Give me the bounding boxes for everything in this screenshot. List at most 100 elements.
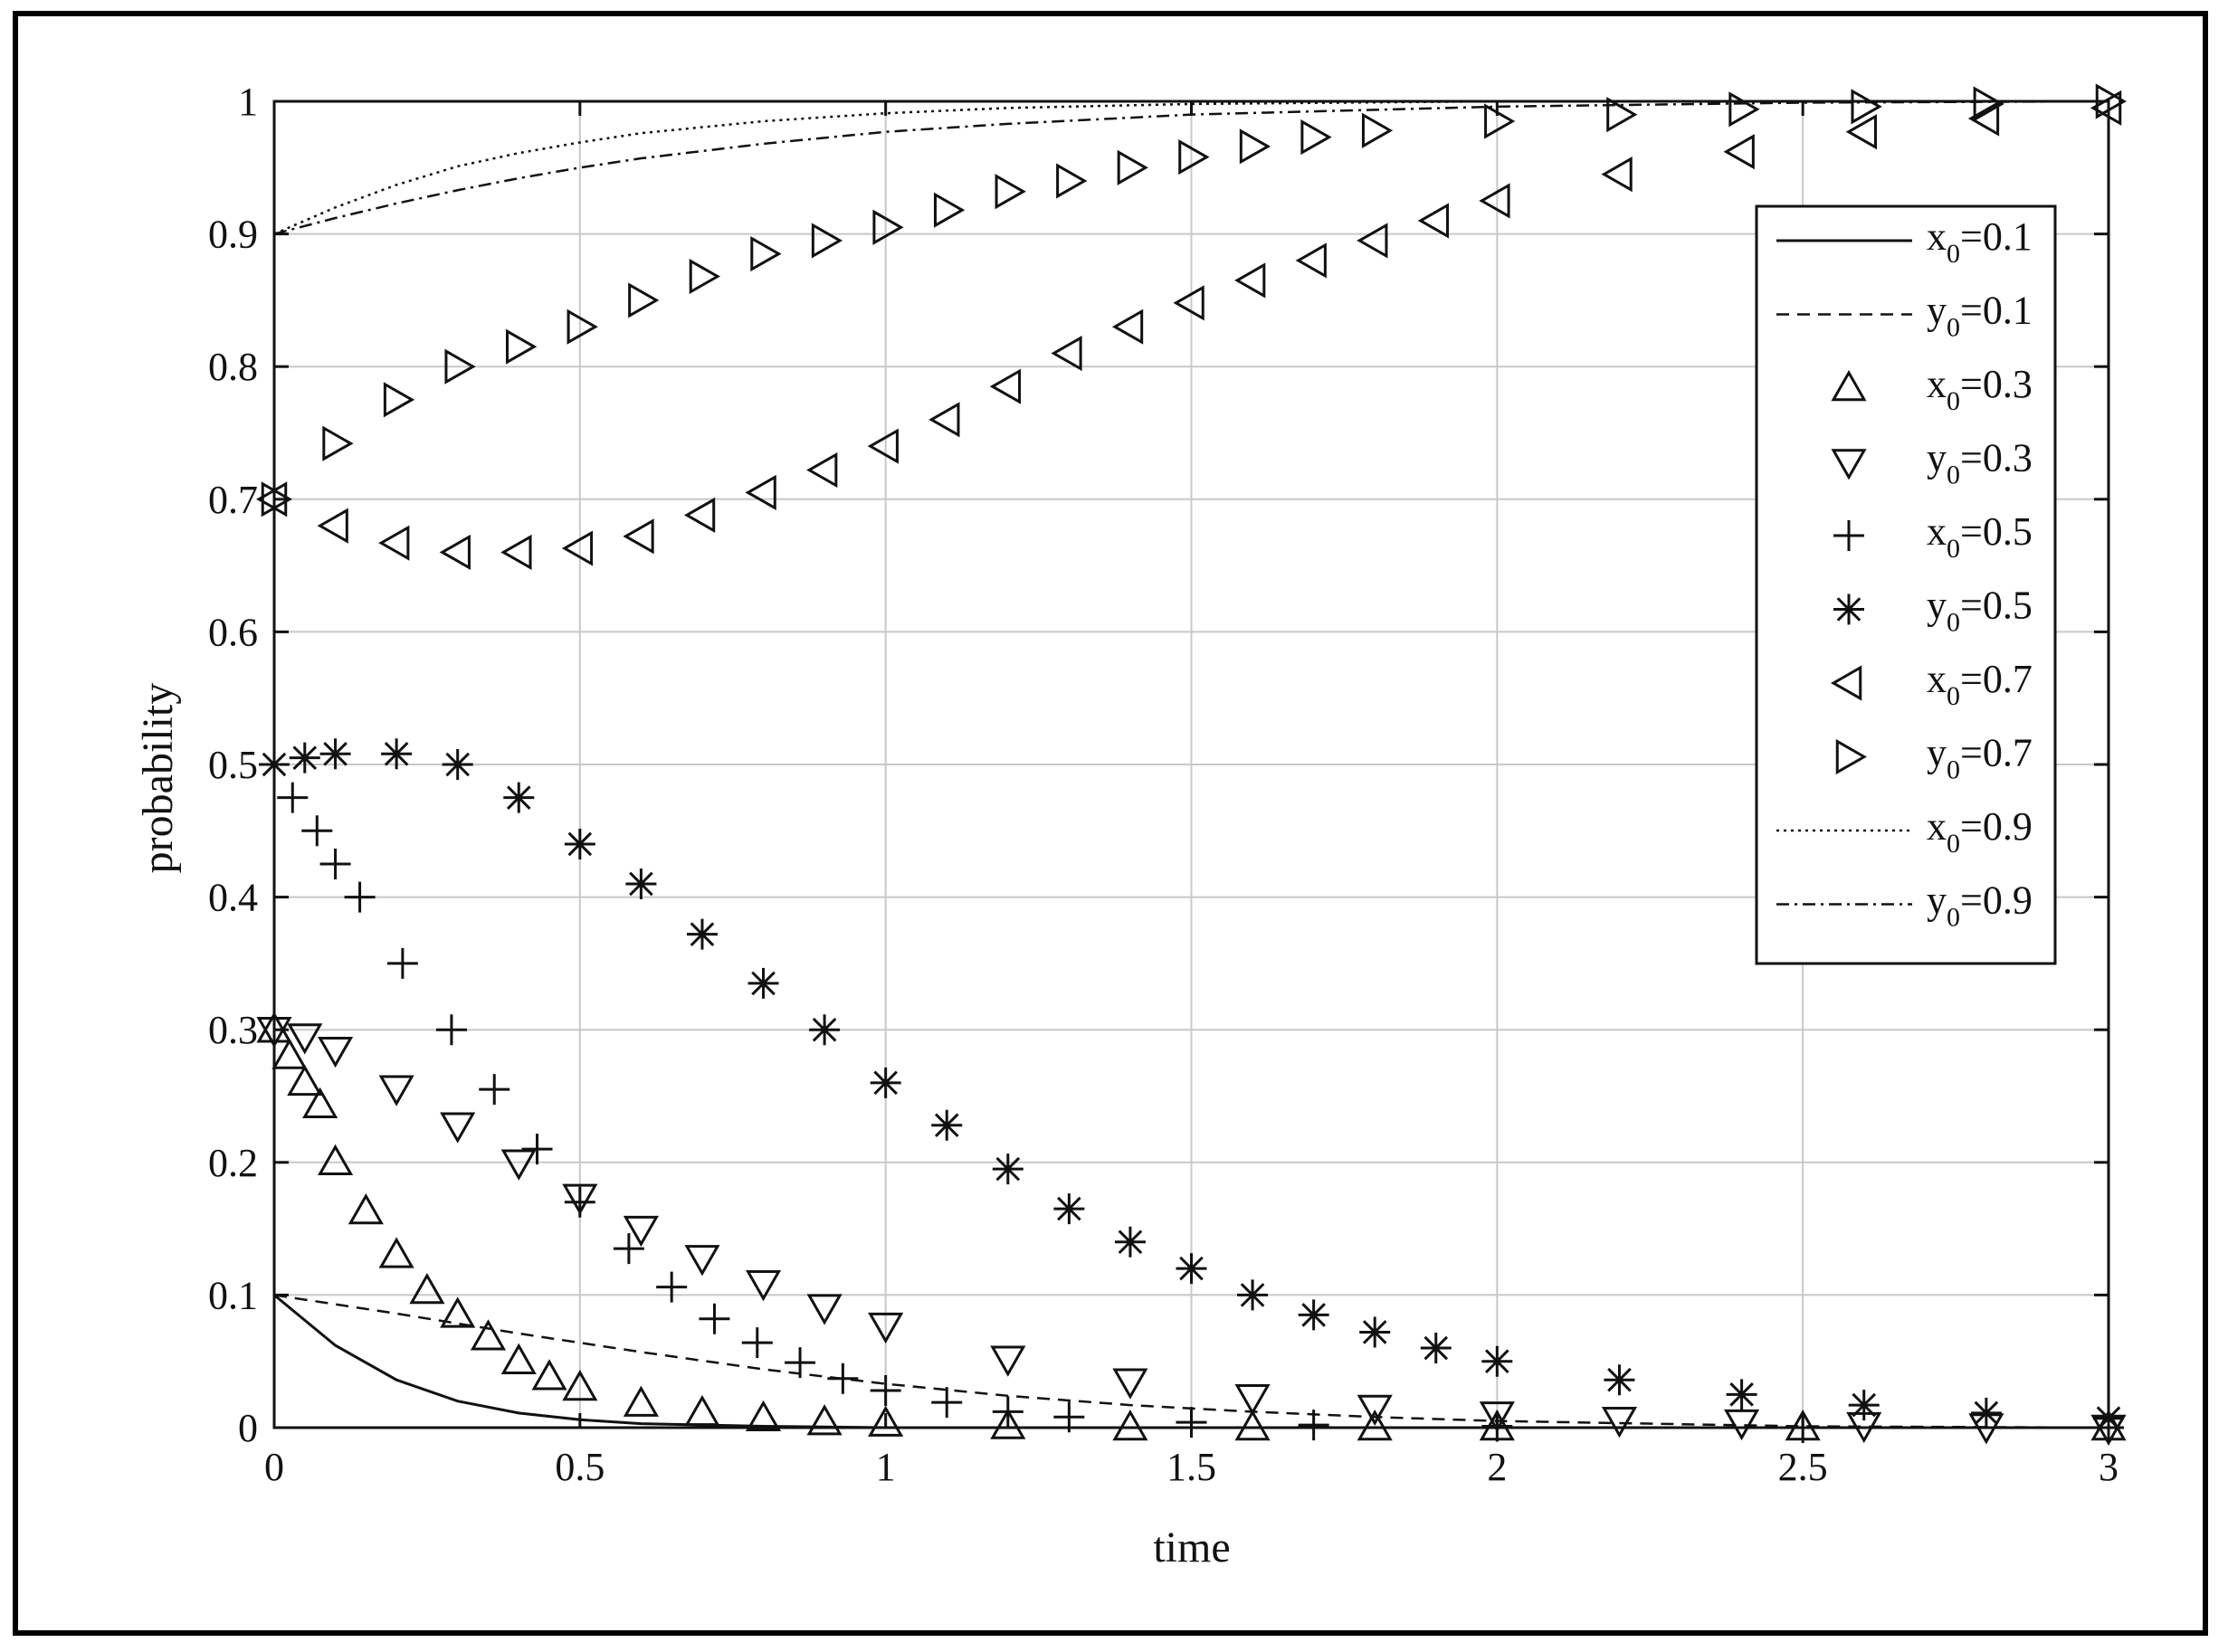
marker-triangle-left: [1967, 100, 2000, 137]
series-line: [273, 100, 2109, 235]
marker-plus: [1176, 1407, 1207, 1438]
marker-plus: [386, 947, 418, 979]
marker-triangle-up: [806, 1404, 843, 1436]
marker-triangle-up: [440, 1296, 476, 1328]
legend-entry: y0=0.7: [1835, 731, 2033, 785]
marker-triangle-right: [689, 258, 720, 295]
x-tick-label: 2: [1487, 1445, 1507, 1489]
marker-asterisk: [992, 1154, 1024, 1185]
series-6: [255, 90, 2122, 571]
legend-label: x0=0.3: [1927, 362, 2033, 416]
marker-plus: [785, 1347, 816, 1379]
marker-triangle-up: [256, 1011, 292, 1043]
y-tick-label: 0.5: [208, 743, 258, 787]
legend-entry: x0=0.3: [1831, 362, 2033, 416]
marker-triangle-down: [990, 1345, 1026, 1377]
marker-triangle-right: [628, 282, 660, 318]
marker-plus: [741, 1327, 773, 1359]
marker-triangle-down: [623, 1215, 659, 1248]
y-axis-title: probability: [134, 683, 182, 874]
marker-triangle-down: [1601, 1406, 1638, 1438]
marker-plus: [656, 1271, 688, 1303]
marker-triangle-down: [287, 1023, 323, 1055]
marker-asterisk: [1604, 1364, 1635, 1396]
marker-asterisk: [1053, 1193, 1085, 1225]
legend-label: x0=0.1: [1927, 214, 2033, 269]
marker-asterisk: [2093, 1402, 2124, 1434]
marker-asterisk: [931, 1109, 963, 1141]
marker-triangle-right: [506, 328, 538, 365]
marker-plus: [1833, 520, 1864, 551]
marker-triangle-down: [868, 1312, 904, 1344]
marker-plus: [992, 1396, 1024, 1428]
marker-plus: [319, 848, 351, 879]
marker-asterisk: [442, 749, 473, 780]
marker-asterisk: [1833, 593, 1864, 625]
marker-triangle-left: [745, 474, 776, 511]
marker-triangle-up: [1112, 1409, 1148, 1441]
legend-label: y0=0.7: [1927, 731, 2033, 785]
marker-plus: [1298, 1410, 1329, 1441]
marker-asterisk: [870, 1067, 901, 1098]
marker-triangle-right: [261, 481, 293, 517]
marker-triangle-left: [683, 497, 716, 533]
marker-triangle-left: [1830, 665, 1862, 701]
marker-plus: [870, 1374, 901, 1406]
y-tick-label: 0.8: [208, 345, 258, 389]
marker-triangle-left: [867, 428, 899, 464]
marker-triangle-right: [1835, 738, 1868, 775]
marker-triangle-left: [623, 518, 654, 555]
marker-plus: [277, 782, 309, 813]
marker-triangle-down: [684, 1245, 720, 1277]
marker-triangle-up: [1234, 1409, 1271, 1441]
marker-triangle-left: [806, 451, 838, 489]
marker-triangle-right: [811, 223, 843, 259]
legend-entry: y0=0.9: [1776, 878, 2033, 933]
marker-triangle-up: [531, 1359, 567, 1391]
y-tick-label: 1: [238, 80, 258, 124]
marker-triangle-up: [745, 1400, 782, 1431]
marker-triangle-down: [378, 1075, 414, 1106]
legend-label: x0=0.5: [1927, 509, 2033, 564]
marker-triangle-right: [444, 348, 476, 385]
series-7: [261, 83, 2128, 517]
marker-triangle-down: [1112, 1368, 1148, 1400]
marker-plus: [613, 1233, 644, 1265]
legend-entry: x0=0.9: [1776, 804, 2033, 859]
marker-triangle-down: [1831, 449, 1867, 480]
marker-triangle-right: [1056, 163, 1088, 199]
series-line: [273, 100, 2109, 235]
y-tick-label: 0.7: [208, 478, 258, 522]
legend-label: y0=0.1: [1927, 289, 2033, 343]
marker-triangle-down: [562, 1183, 598, 1215]
marker-plus: [479, 1074, 510, 1106]
marker-triangle-right: [383, 382, 415, 418]
marker-asterisk: [747, 967, 779, 999]
series-5: [259, 738, 2124, 1434]
marker-triangle-right: [1300, 119, 1332, 156]
legend: x0=0.1 y0=0.1 x0=0.3 y0=0.3 x0=0.5 y0=0.5 x0=0…: [1755, 204, 2057, 965]
marker-plus: [1787, 1412, 1819, 1443]
x-tick-label: 0: [264, 1445, 284, 1489]
marker-asterisk: [1726, 1379, 1757, 1410]
marker-triangle-right: [872, 209, 904, 245]
series-4: [259, 749, 2124, 1443]
marker-triangle-left: [1111, 309, 1144, 345]
marker-triangle-down: [806, 1294, 843, 1325]
marker-triangle-down: [317, 1036, 354, 1068]
x-tick-label: 3: [2099, 1445, 2119, 1489]
series-2: [256, 1011, 2127, 1441]
marker-triangle-up: [470, 1319, 507, 1351]
marker-triangle-up: [1357, 1409, 1393, 1441]
y-tick-label: 0.2: [208, 1141, 258, 1185]
marker-triangle-down: [256, 1016, 292, 1049]
marker-asterisk: [1359, 1316, 1391, 1348]
y-tick-label: 0.4: [208, 876, 258, 920]
legend-box: [1755, 204, 2057, 965]
marker-asterisk: [1481, 1345, 1513, 1377]
marker-triangle-right: [1178, 138, 1210, 176]
marker-triangle-left: [378, 525, 410, 561]
marker-triangle-right: [1484, 103, 1516, 139]
marker-triangle-down: [440, 1112, 476, 1144]
